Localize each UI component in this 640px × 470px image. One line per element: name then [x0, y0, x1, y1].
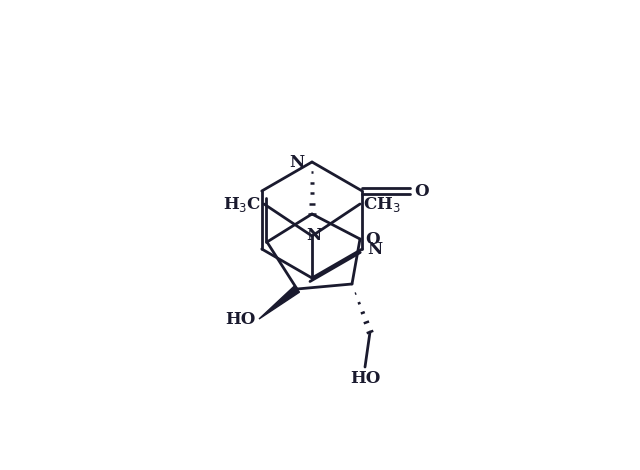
Text: O: O	[414, 182, 429, 199]
Text: HO: HO	[226, 311, 256, 328]
Text: N: N	[367, 241, 382, 258]
Text: N: N	[307, 227, 321, 243]
Text: H$_3$C: H$_3$C	[223, 195, 261, 213]
Text: HO: HO	[350, 370, 380, 387]
Text: O: O	[365, 230, 380, 248]
Text: CH$_3$: CH$_3$	[363, 195, 401, 213]
Polygon shape	[259, 286, 300, 319]
Text: N: N	[289, 154, 304, 171]
